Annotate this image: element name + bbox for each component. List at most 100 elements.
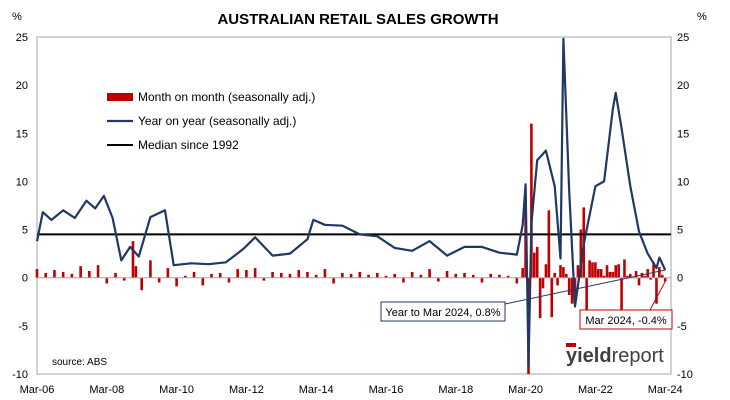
annotation-yoy-box [380, 301, 506, 322]
yieldreport-logo: yieldreport [566, 343, 664, 367]
y-tick-right: 20 [677, 80, 689, 92]
mom-bar [314, 274, 318, 278]
mom-bar [463, 272, 466, 278]
mom-bar [192, 271, 196, 278]
mom-bar [544, 264, 548, 278]
mom-bar [428, 269, 431, 278]
mom-bar [288, 273, 292, 278]
mom-bar [166, 268, 170, 278]
mom-bar [384, 275, 388, 278]
mom-bar [114, 272, 117, 278]
mom-bar [262, 277, 266, 281]
mom-bar [201, 277, 205, 286]
mom-bar [530, 123, 533, 278]
annotation-mom-text: Mar 2024, -0.4% [585, 315, 667, 327]
mom-bar [306, 271, 309, 278]
mom-bar [131, 241, 135, 278]
mom-bar [649, 277, 652, 280]
mom-bar [637, 277, 641, 286]
mom-bar [585, 277, 588, 321]
y-tick-right: 25 [677, 32, 689, 44]
mom-bar [626, 275, 629, 278]
mom-bar [506, 275, 510, 278]
right-axis-unit: % [697, 11, 707, 23]
mom-bar [61, 271, 65, 278]
y-tick-left: 10 [16, 176, 28, 188]
legend-mom-swatch [107, 93, 133, 101]
x-tick-label: Mar-24 [648, 384, 683, 396]
chart-title: AUSTRALIAN RETAIL SALES GROWTH [217, 11, 498, 28]
mom-bar [521, 268, 524, 278]
plot-area [36, 36, 672, 375]
mom-bar [533, 252, 536, 278]
mom-bar [599, 269, 603, 278]
mom-bar [594, 262, 597, 278]
mom-bar [393, 273, 397, 278]
mom-bar [35, 269, 39, 278]
y-tick-right: -10 [677, 369, 693, 381]
annotation-yoy: Year to Mar 2024, 0.8% [380, 269, 666, 322]
mom-bar [652, 262, 655, 278]
mom-bar [437, 277, 440, 282]
yoy-line [35, 37, 667, 368]
mom-bar [140, 277, 143, 291]
mom-bar [556, 277, 559, 286]
mom-bar [88, 270, 91, 278]
mom-bar [471, 274, 475, 278]
mom-bar [70, 273, 74, 278]
mom-bar [658, 267, 661, 278]
mom-bar [323, 269, 327, 278]
mom-bar [79, 266, 82, 278]
mom-bar [210, 273, 213, 278]
mom-bar [96, 265, 100, 278]
mom-bar [402, 277, 405, 283]
legend-mom-label: Month on month (seasonally adj.) [138, 90, 315, 104]
mom-bar [279, 272, 283, 278]
y-tick-right: 15 [677, 128, 689, 140]
x-tick-label: Mar-14 [299, 384, 334, 396]
y-axis-left: 25 20 15 10 5 0 -5 -10 [12, 32, 28, 381]
annotation-mom-box [579, 309, 673, 330]
mom-bar [349, 273, 353, 278]
logo-bar [566, 343, 576, 347]
mom-bar [608, 271, 612, 278]
mom-bar [498, 274, 501, 278]
mom-bar [122, 277, 126, 281]
legend-median-label: Median since 1992 [138, 138, 239, 152]
x-tick-label: Mar-08 [89, 384, 124, 396]
mom-bar [445, 270, 449, 278]
mom-bar [419, 274, 423, 278]
mom-bar [565, 273, 568, 278]
annotation-yoy-text: Year to Mar 2024, 0.8% [385, 307, 500, 319]
mom-bar [454, 273, 458, 278]
mom-bar [44, 272, 48, 278]
mom-bar [332, 277, 335, 284]
y-tick-left: 15 [16, 128, 28, 140]
mom-bar [367, 274, 370, 278]
y-tick-left: 25 [16, 32, 28, 44]
mom-bar [570, 277, 574, 304]
mom-bar [588, 260, 591, 278]
y-tick-right: 0 [677, 273, 683, 285]
mom-bar [611, 271, 615, 278]
mom-bar [480, 277, 484, 283]
mom-bar [576, 265, 580, 278]
mom-bar [341, 272, 344, 278]
mom-bar [218, 272, 222, 278]
mom-bar [175, 277, 178, 287]
mom-bar [535, 246, 539, 278]
y-tick-left: 5 [22, 225, 28, 237]
mom-bar [375, 272, 379, 278]
mom-bar [53, 270, 56, 278]
mom-bar [245, 270, 248, 278]
mom-bar [628, 273, 632, 278]
mom-bar [655, 277, 658, 304]
mom-bar [623, 259, 626, 278]
y-tick-left: 20 [16, 80, 28, 92]
mom-bar [620, 277, 623, 316]
x-axis: Mar-06 Mar-08 Mar-10 Mar-12 Mar-14 Mar-16 Mar-… [20, 384, 683, 396]
mom-bar [358, 271, 362, 278]
y-tick-right: 5 [677, 225, 683, 237]
mom-bar [149, 260, 152, 278]
